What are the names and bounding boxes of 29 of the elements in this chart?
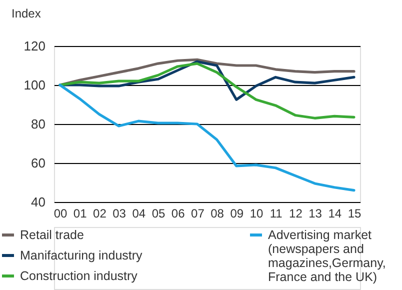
x-tick-label: 13 [308,206,322,220]
x-tick-label: 08 [210,206,224,220]
legend-label: Construction industry [20,269,138,283]
y-tick-label: 60 [31,156,46,170]
legend-label: Manifacturing industry [20,248,144,262]
line-series [58,84,356,192]
x-tick-label: 04 [132,206,146,220]
x-tick-label: 12 [289,206,303,220]
x-tick-label: 15 [348,206,362,220]
x-tick-label: 00 [54,206,68,220]
x-tick-label: 02 [93,206,107,220]
line-series [58,62,356,120]
x-tick-label: 01 [73,206,88,220]
x-tick-label: 14 [328,206,342,220]
y-tick-label: 40 [31,194,46,210]
x-tick-label: 07 [191,206,205,220]
y-tick-label: 100 [24,78,46,92]
x-tick-label: 06 [171,206,186,220]
y-axis-title: Index [12,6,41,20]
x-tick-label: 09 [230,206,244,220]
y-tick-label: 80 [31,116,46,132]
line-series [58,58,356,86]
x-tick-label: 11 [270,206,283,220]
x-tick-label: 03 [112,206,126,220]
legend-label: Retail trade [20,228,84,242]
x-tick-label: 10 [250,206,264,220]
x-tick-label: 05 [152,206,166,220]
legend-label: Advertising market (newspapers and magazines,Germany, France and the UK) [268,228,386,284]
y-tick-label: 120 [24,38,46,54]
